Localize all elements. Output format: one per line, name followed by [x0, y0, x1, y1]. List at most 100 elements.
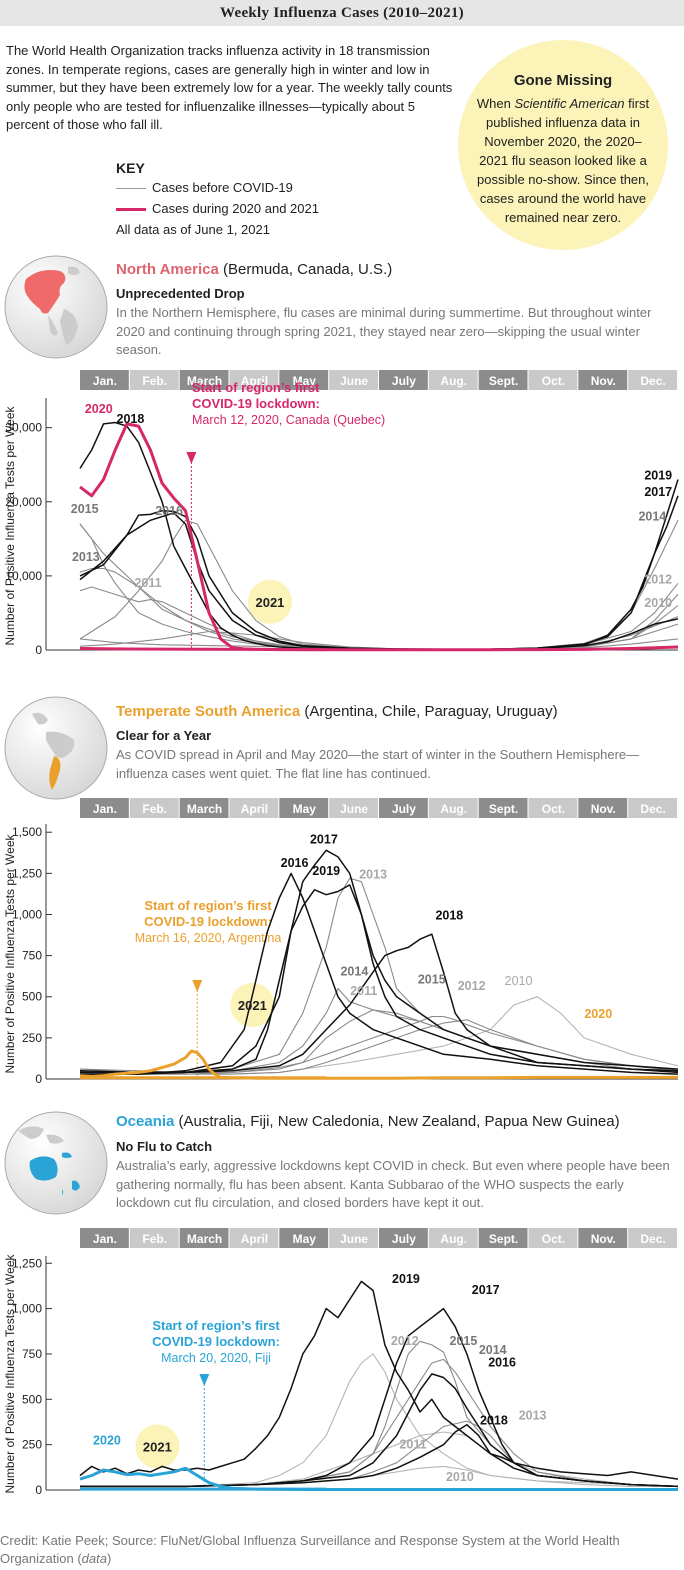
- month-band-cell: [528, 1228, 578, 1248]
- y-tick-label: 30,000: [5, 421, 42, 435]
- callout-title: Gone Missing: [513, 72, 613, 89]
- lockdown-date: March 20, 2020, Fiji: [161, 1351, 271, 1365]
- year-label: 2012: [644, 572, 672, 586]
- region-title-oceania: Oceania (Australia, Fiji, New Caledonia,…: [116, 1113, 620, 1130]
- south-america-globe-icon: [4, 696, 108, 800]
- y-tick-label: 0: [35, 643, 42, 657]
- y-tick-label: 1,000: [12, 907, 42, 921]
- month-label: June: [340, 1232, 368, 1246]
- series-line-2012: [80, 1353, 678, 1487]
- key-as-of: All data as of June 1, 2021: [116, 222, 270, 237]
- month-label: Sept.: [489, 374, 518, 388]
- month-label: July: [392, 802, 416, 816]
- month-label: Feb.: [142, 802, 167, 816]
- y-tick-label: 250: [22, 1031, 42, 1045]
- month-band-cell: [428, 370, 478, 390]
- series-line-2019: [79, 479, 679, 651]
- y-tick-label: 0: [35, 1072, 42, 1086]
- year-label: 2018: [117, 412, 145, 426]
- series-line-2014: [79, 520, 679, 650]
- year-label: 2012: [458, 979, 486, 993]
- month-label: June: [340, 374, 368, 388]
- year-label: 2017: [310, 833, 338, 847]
- month-label: Aug.: [440, 1232, 467, 1246]
- gone-missing-callout: Gone Missing When Scientific American fi…: [458, 40, 668, 250]
- oceania-chart: Jan. Feb. March April May June July Aug. Sept. Oc…: [3, 1228, 679, 1497]
- page-title: Weekly Influenza Cases (2010–2021): [0, 0, 684, 26]
- month-label: Nov.: [591, 374, 616, 388]
- year-label: 2014: [340, 964, 368, 978]
- year-label: 2014: [479, 1343, 507, 1357]
- month-label: Aug.: [440, 802, 467, 816]
- month-band-cell: [229, 1228, 279, 1248]
- y-tick-label: 250: [22, 1438, 42, 1452]
- month-band-cell: [478, 1228, 528, 1248]
- year-label-2021: 2021: [255, 595, 284, 610]
- month-band-cell: [528, 798, 578, 818]
- month-band-cell: [329, 798, 378, 818]
- gray-line-swatch: [116, 188, 146, 190]
- month-band-cell: [129, 798, 179, 818]
- month-band-cell: [329, 1228, 378, 1248]
- year-label: 2017: [644, 485, 672, 499]
- region-subtitle: Unprecedented Drop: [116, 286, 245, 301]
- year-label: 2016: [488, 1356, 516, 1370]
- key-during-covid: Cases during 2020 and 2021: [116, 201, 319, 216]
- month-band-cell: [528, 370, 578, 390]
- north-america-chart: Jan. Feb. March April May June July Aug. Sept. Oc…: [3, 370, 679, 657]
- year-label: 2020: [584, 1007, 612, 1021]
- year-label: 2015: [450, 1334, 478, 1348]
- month-band-cell: [478, 798, 528, 818]
- month-label: May: [293, 1232, 317, 1246]
- lockdown-marker-arrow: [186, 452, 197, 464]
- year-label: 2013: [519, 1408, 547, 1422]
- y-tick-label: 20,000: [5, 495, 42, 509]
- series-line-2017: [79, 849, 679, 1074]
- month-band-cell: [80, 1228, 129, 1248]
- month-band-cell: [628, 1228, 677, 1248]
- series-line-2012: [80, 1019, 679, 1075]
- y-tick-label: 1,000: [12, 1302, 42, 1316]
- series-line-2015: [79, 523, 679, 650]
- month-label: June: [340, 802, 368, 816]
- year-label: 2011: [134, 576, 161, 590]
- month-label: Oct.: [542, 1232, 565, 1246]
- month-label: May: [293, 374, 317, 388]
- month-band-cell: [279, 798, 329, 818]
- month-label: May: [293, 802, 317, 816]
- lockdown-title: COVID-19 lockdown:: [192, 396, 320, 411]
- highlight-circle: [230, 982, 275, 1027]
- region-title-north-america: North America (Bermuda, Canada, U.S.): [116, 261, 393, 278]
- month-label: Oct.: [542, 374, 565, 388]
- month-band-cell: [229, 798, 279, 818]
- lockdown-title: Start of region’s first: [144, 898, 272, 913]
- year-label: 2014: [638, 509, 666, 523]
- year-label: 2010: [644, 596, 672, 610]
- month-label: Nov.: [591, 1232, 616, 1246]
- month-band-cell: [179, 798, 229, 818]
- month-label: Dec.: [640, 1232, 665, 1246]
- year-label: 2013: [359, 867, 387, 881]
- series-line-2020: [79, 1049, 678, 1080]
- month-band-cell: [279, 370, 329, 390]
- lockdown-marker-arrow: [192, 980, 203, 992]
- callout-text: When Scientific American first published…: [476, 96, 650, 225]
- month-label: Dec.: [640, 374, 665, 388]
- month-label: Sept.: [489, 1232, 518, 1246]
- series-line-2021: [79, 647, 327, 652]
- lockdown-date: March 16, 2020, Argentina: [135, 931, 282, 945]
- month-label: Jan.: [93, 802, 117, 816]
- north-america-globe-icon: [4, 255, 108, 359]
- series-line-2019: [80, 884, 679, 1074]
- lockdown-title: COVID-19 lockdown:: [144, 914, 272, 929]
- year-label: 2018: [480, 1414, 508, 1428]
- month-label: Dec.: [640, 802, 665, 816]
- month-label: Aug.: [440, 374, 467, 388]
- series-line-2019: [79, 1280, 679, 1480]
- series-line-2018: [79, 421, 679, 651]
- year-label: 2015: [418, 973, 446, 987]
- year-label: 2020: [85, 402, 113, 416]
- y-tick-label: 1,250: [12, 1256, 42, 1270]
- month-band-cell: [578, 370, 628, 390]
- month-band-cell: [478, 370, 528, 390]
